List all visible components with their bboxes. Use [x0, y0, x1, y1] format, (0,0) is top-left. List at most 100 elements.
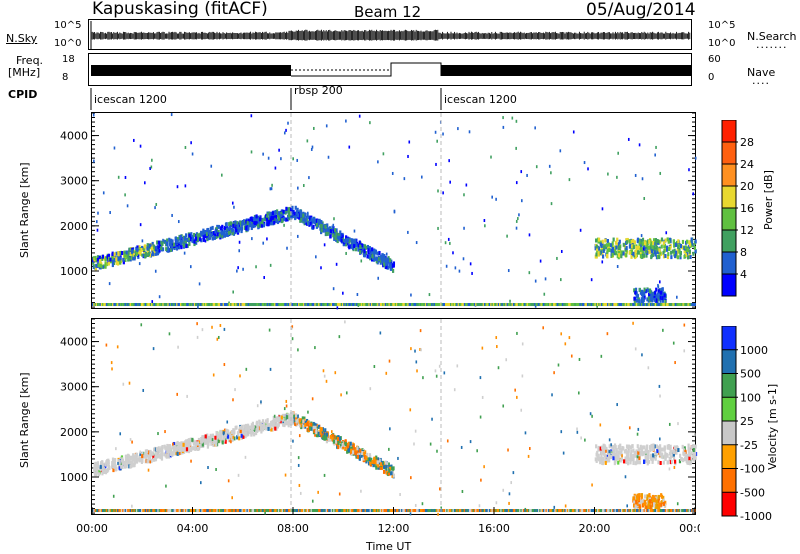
echo-point	[409, 512, 412, 516]
echo-point	[269, 217, 272, 222]
echo-point	[146, 459, 149, 464]
echo-point	[458, 303, 462, 306]
echo-point	[282, 417, 285, 422]
echo-point	[693, 303, 696, 306]
echo-point	[386, 257, 389, 262]
echo-point	[354, 451, 357, 456]
echo-point	[679, 243, 683, 248]
echo-point	[622, 446, 625, 451]
echo-point	[597, 237, 601, 242]
echo-point	[205, 232, 209, 237]
echo-point	[290, 215, 293, 220]
echo-point	[315, 222, 318, 227]
echo-point	[372, 251, 376, 256]
echo-point	[422, 303, 425, 306]
echo-point	[104, 462, 107, 467]
echo-point	[119, 461, 122, 466]
echo-point	[269, 263, 272, 267]
echo-point	[455, 303, 458, 306]
echo-point	[614, 303, 617, 306]
cpid-panel	[90, 88, 442, 110]
echo-point	[413, 442, 415, 446]
echo-point	[281, 303, 284, 306]
echo-point	[275, 303, 278, 306]
echo-point	[197, 303, 200, 306]
echo-point	[252, 303, 255, 306]
echo-point	[230, 437, 233, 442]
echo-point	[678, 243, 681, 248]
echo-point	[272, 425, 276, 430]
echo-point	[260, 424, 263, 429]
echo-point	[363, 451, 366, 456]
echo-point	[182, 509, 185, 512]
echo-point	[215, 509, 218, 512]
echo-point	[558, 303, 561, 306]
echo-point	[302, 213, 305, 218]
echo-point	[147, 509, 150, 512]
echo-point	[200, 238, 203, 243]
echo-point	[254, 223, 257, 228]
echo-point	[662, 254, 666, 259]
echo-point	[153, 509, 156, 512]
echo-point	[345, 443, 349, 448]
echo-point	[411, 303, 414, 306]
echo-point	[203, 303, 207, 306]
echo-point	[624, 475, 627, 479]
echo-point	[374, 460, 377, 465]
echo-point	[303, 421, 306, 426]
echo-point	[583, 303, 586, 306]
echo-point	[157, 240, 161, 245]
echo-point	[652, 240, 655, 245]
echo-point	[681, 239, 685, 244]
echo-point	[367, 303, 370, 306]
echo-point	[600, 354, 603, 358]
echo-point	[164, 303, 168, 306]
echo-point	[227, 227, 230, 232]
echo-point	[658, 502, 661, 507]
echo-point	[327, 437, 330, 442]
echo-point	[250, 303, 253, 306]
echo-point	[645, 447, 649, 452]
echo-point	[132, 256, 135, 261]
y-tick-label: 3000	[60, 175, 88, 188]
echo-point	[136, 247, 139, 252]
echo-point	[354, 238, 357, 243]
echo-point	[640, 244, 643, 249]
echo-point	[277, 303, 281, 306]
colorbar-tick-label: 8	[740, 246, 747, 259]
echo-point	[308, 509, 311, 512]
echo-point	[229, 221, 232, 226]
echo-point	[690, 445, 693, 450]
echo-point	[352, 444, 355, 449]
echo-point	[195, 509, 198, 512]
echo-point	[607, 172, 609, 176]
echo-point	[684, 303, 688, 306]
echo-point	[104, 303, 107, 306]
echo-point	[123, 464, 127, 469]
echo-point	[155, 447, 158, 452]
echo-point	[448, 303, 451, 306]
echo-point	[208, 509, 212, 512]
echo-point	[650, 253, 653, 258]
echo-point	[223, 230, 226, 235]
echo-point	[147, 459, 150, 464]
echo-point	[249, 221, 252, 226]
echo-point	[679, 303, 683, 306]
echo-point	[277, 216, 280, 221]
echo-point	[686, 248, 689, 253]
echo-point	[295, 212, 298, 217]
echo-point	[373, 253, 376, 258]
echo-point	[251, 303, 254, 306]
echo-point	[189, 445, 192, 450]
echo-point	[634, 173, 637, 177]
echo-point	[444, 241, 447, 245]
echo-point	[686, 239, 689, 244]
echo-point	[693, 433, 696, 437]
echo-point	[142, 247, 146, 252]
echo-point	[675, 250, 678, 255]
echo-point	[677, 303, 680, 306]
echo-point	[614, 445, 617, 450]
echo-point	[511, 303, 514, 306]
echo-point	[215, 235, 218, 240]
echo-point	[640, 240, 643, 245]
